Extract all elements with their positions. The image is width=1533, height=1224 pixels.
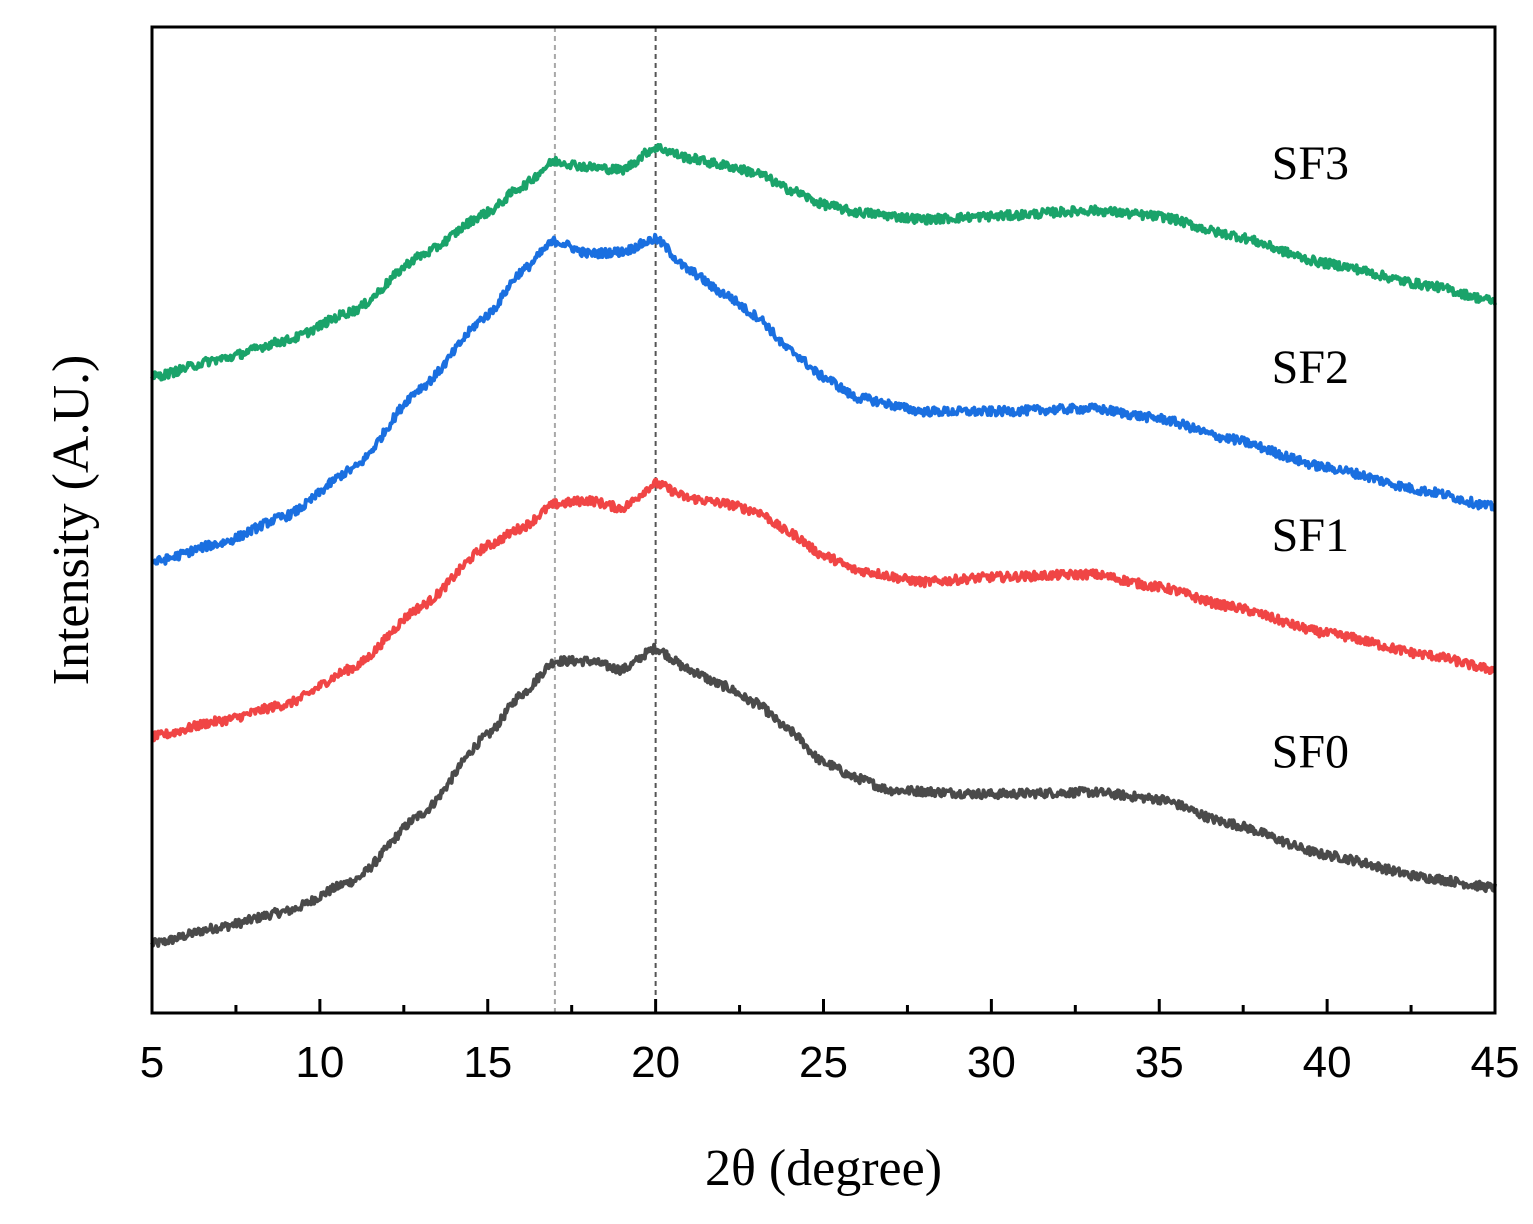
series-label-sf1: SF1 [1272,509,1349,562]
series-labels: SF0 SF1 SF2 SF3 [1272,137,1349,779]
series-line-sf0 [150,642,1497,948]
x-tick-label-20: 20 [631,1038,680,1087]
reference-lines [553,27,657,1013]
plot-frame [150,25,1497,1015]
x-tick-label-25: 25 [799,1038,848,1087]
x-axis-tick-labels: 5 10 15 20 25 30 35 40 45 [140,1038,1520,1087]
series-label-sf0: SF0 [1272,726,1349,779]
series-lines [150,143,1497,948]
series-line-sf1 [150,477,1497,743]
series-line-sf2 [150,232,1497,566]
x-tick-label-45: 45 [1471,1038,1520,1087]
x-axis-title: 2θ (degree) [705,1140,942,1197]
x-tick-label-15: 15 [463,1038,512,1087]
series-line-sf3 [150,143,1497,382]
y-axis-title: Intensity (A.U.) [43,355,100,686]
x-tick-label-35: 35 [1135,1038,1184,1087]
x-tick-label-5: 5 [140,1038,164,1087]
x-axis-ticks [150,999,1497,1013]
x-tick-label-30: 30 [967,1038,1016,1087]
series-label-sf3: SF3 [1272,137,1349,190]
series-label-sf2: SF2 [1272,341,1349,394]
x-tick-label-10: 10 [295,1038,344,1087]
x-tick-label-40: 40 [1303,1038,1352,1087]
